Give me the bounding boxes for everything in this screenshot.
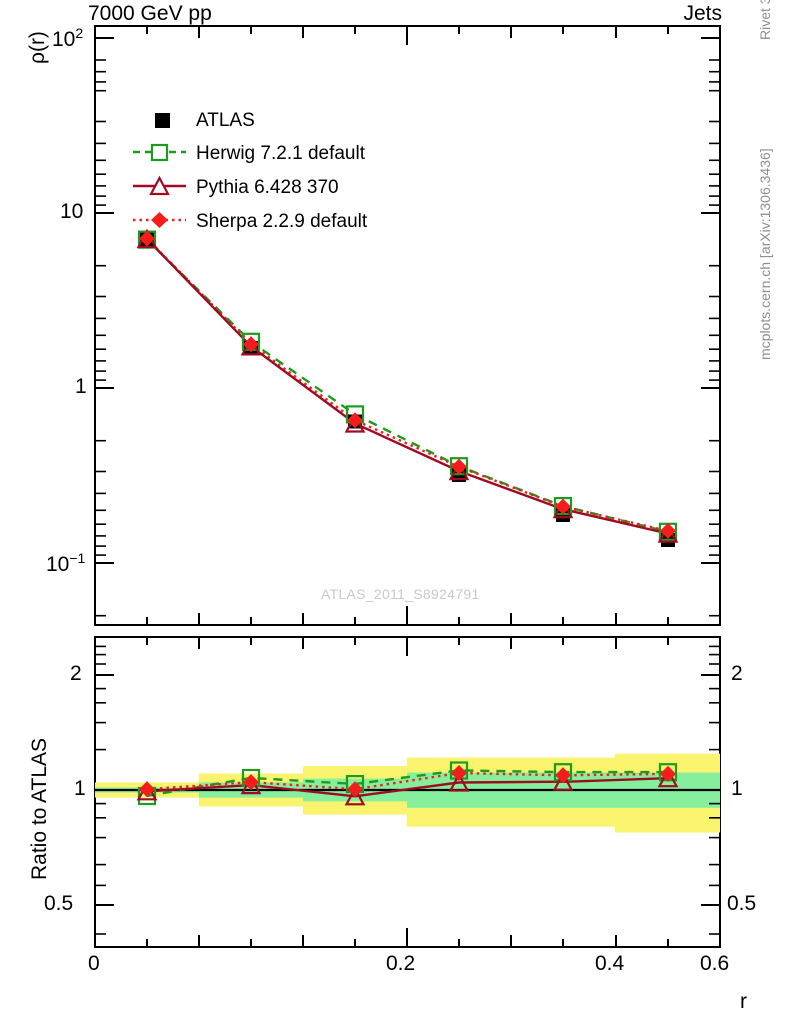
legend-marker-sherpa [151, 212, 168, 228]
legend-label-herwig: Herwig 7.2.1 default [196, 143, 365, 164]
header-left: 7000 GeV pp [88, 2, 212, 25]
ratio-line-sherpa [146, 771, 669, 791]
y-tick-label-1: 1 [75, 375, 87, 398]
x-tick-label-0.2: 0.2 [386, 952, 416, 975]
ratio-x-ticks [94, 637, 721, 947]
header-right: Jets [683, 2, 722, 25]
y-tick-label-10: 10 [60, 200, 84, 223]
x-axis-title: r [740, 990, 747, 1013]
ratio-y-tick-label-05-left: 0.5 [44, 892, 74, 915]
main-y-minor-ticks [95, 59, 720, 617]
marker-sherpa-main [139, 230, 676, 539]
ratio-y-tick-label-2-left: 2 [70, 662, 82, 685]
legend-label-pythia: Pythia 6.428 370 [196, 177, 339, 198]
y-tick-label-0.1: 10−1 [46, 550, 86, 576]
ratio-line-herwig [146, 769, 668, 798]
marker-sherpa-ratio [139, 765, 676, 798]
ratio-panel [94, 636, 721, 948]
x-tick-label-0.6: 0.6 [700, 952, 730, 975]
main-y-major-ticks [95, 37, 720, 564]
legend-marker-atlas [155, 113, 170, 128]
legend [133, 113, 186, 228]
main-x-ticks [94, 26, 721, 625]
ratio-y-tick-label-1-right: 1 [731, 777, 743, 800]
ratio-y-minor-ticks [95, 645, 720, 935]
main-markers [136, 228, 679, 547]
watermark: ATLAS_2011_S8924791 [321, 586, 480, 602]
legend-label-atlas: ATLAS [196, 110, 255, 131]
ratio-y-tick-label-2-right: 2 [731, 662, 743, 685]
ratio-markers [136, 761, 679, 806]
main-panel [94, 25, 721, 626]
ratio-y-tick-label-1-left: 1 [74, 777, 86, 800]
x-tick-label-0: 0 [88, 952, 100, 975]
ratio-y-tick-label-05-right: 0.5 [727, 892, 757, 915]
x-tick-label-0.4: 0.4 [595, 952, 625, 975]
legend-marker-pythia [149, 175, 170, 196]
main-series-group [146, 237, 669, 535]
legend-label-sherpa: Sherpa 2.2.9 default [196, 211, 368, 232]
y-tick-label-100: 102 [52, 25, 84, 51]
ratio-y-major-ticks [95, 674, 720, 906]
series-line-pythia-main [146, 238, 669, 535]
series-line-sherpa-main [146, 237, 669, 533]
legend-marker-herwig [150, 143, 169, 162]
